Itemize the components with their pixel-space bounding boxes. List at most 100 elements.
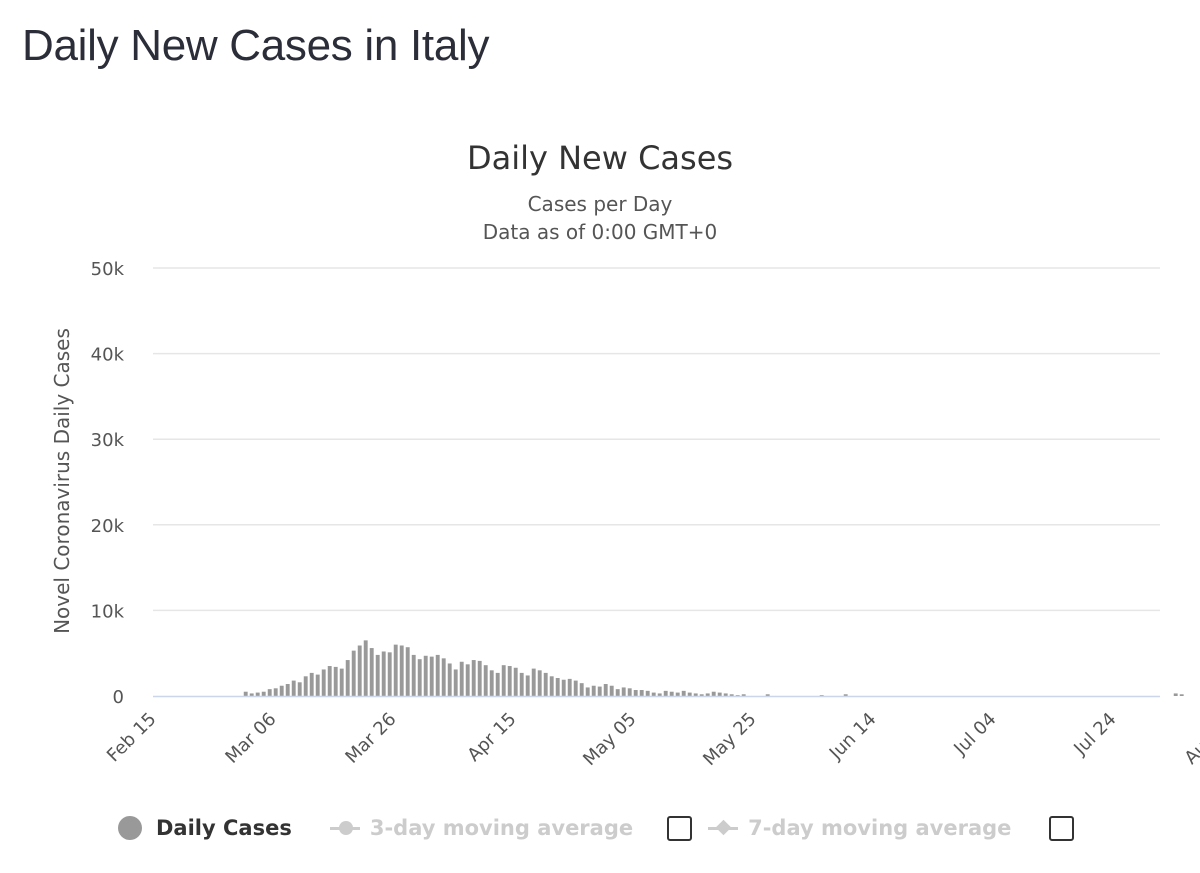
bars bbox=[243, 640, 1184, 697]
bar[interactable] bbox=[477, 660, 482, 696]
legend-item-3-day-average[interactable]: 3-day moving average bbox=[329, 816, 634, 840]
bar[interactable] bbox=[537, 670, 542, 696]
bar[interactable] bbox=[447, 663, 452, 696]
bar[interactable] bbox=[567, 678, 572, 696]
bar[interactable] bbox=[579, 683, 584, 696]
bar[interactable] bbox=[549, 676, 554, 696]
gridlines bbox=[153, 267, 1160, 612]
bar[interactable] bbox=[675, 692, 680, 696]
x-tick-label: Jul 04 bbox=[949, 709, 1000, 760]
bar[interactable] bbox=[357, 645, 362, 697]
bar[interactable] bbox=[699, 694, 704, 696]
bar[interactable] bbox=[339, 668, 344, 696]
bar[interactable] bbox=[735, 695, 740, 696]
bar[interactable] bbox=[249, 693, 254, 696]
bar[interactable] bbox=[687, 692, 692, 696]
bar[interactable] bbox=[369, 648, 374, 696]
bar[interactable] bbox=[441, 658, 446, 696]
bar[interactable] bbox=[351, 650, 356, 696]
bar[interactable] bbox=[303, 676, 308, 696]
bar[interactable] bbox=[435, 654, 440, 696]
bar[interactable] bbox=[669, 691, 674, 696]
bar[interactable] bbox=[507, 666, 512, 696]
bar[interactable] bbox=[543, 672, 548, 696]
legend-label-3-day-average: 3-day moving average bbox=[369, 816, 634, 840]
bar[interactable] bbox=[471, 660, 476, 696]
bar[interactable] bbox=[243, 691, 248, 696]
bar[interactable] bbox=[273, 688, 278, 696]
bar[interactable] bbox=[651, 692, 656, 696]
bar[interactable] bbox=[531, 668, 536, 696]
bar[interactable] bbox=[633, 690, 638, 696]
bar[interactable] bbox=[843, 694, 848, 696]
bar[interactable] bbox=[483, 665, 488, 696]
bar[interactable] bbox=[621, 687, 626, 696]
bar[interactable] bbox=[405, 647, 410, 696]
bar[interactable] bbox=[513, 667, 518, 696]
bar[interactable] bbox=[321, 669, 326, 696]
legend-item-7-day-average[interactable]: 7-day moving average bbox=[708, 816, 1011, 840]
bar[interactable] bbox=[261, 691, 266, 696]
bar[interactable] bbox=[387, 652, 392, 696]
bar[interactable] bbox=[381, 651, 386, 696]
bar[interactable] bbox=[501, 665, 506, 696]
bar[interactable] bbox=[465, 664, 470, 696]
bar[interactable] bbox=[555, 678, 560, 696]
bar[interactable] bbox=[399, 645, 404, 697]
bar[interactable] bbox=[1173, 693, 1178, 696]
bar[interactable] bbox=[363, 640, 368, 696]
bar[interactable] bbox=[345, 660, 350, 696]
bar[interactable] bbox=[519, 672, 524, 696]
bar[interactable] bbox=[315, 674, 320, 696]
bar[interactable] bbox=[615, 689, 620, 696]
bar[interactable] bbox=[723, 693, 728, 696]
bar[interactable] bbox=[561, 679, 566, 696]
bar[interactable] bbox=[309, 672, 314, 696]
bar[interactable] bbox=[489, 670, 494, 696]
bar[interactable] bbox=[741, 694, 746, 696]
bar[interactable] bbox=[639, 690, 644, 696]
bar[interactable] bbox=[663, 690, 668, 696]
bar[interactable] bbox=[603, 684, 608, 696]
legend-item-daily-cases[interactable]: Daily Cases bbox=[118, 816, 292, 840]
bar[interactable] bbox=[711, 691, 716, 696]
bar[interactable] bbox=[705, 693, 710, 696]
bar[interactable] bbox=[585, 687, 590, 696]
bar[interactable] bbox=[423, 655, 428, 696]
bar[interactable] bbox=[627, 688, 632, 696]
bar[interactable] bbox=[459, 661, 464, 696]
bar[interactable] bbox=[285, 684, 290, 696]
bar[interactable] bbox=[429, 656, 434, 696]
bar[interactable] bbox=[681, 690, 686, 696]
bar[interactable] bbox=[495, 672, 500, 696]
bar[interactable] bbox=[729, 694, 734, 696]
bar[interactable] bbox=[327, 666, 332, 696]
bar[interactable] bbox=[333, 666, 338, 696]
bar[interactable] bbox=[693, 693, 698, 696]
bar[interactable] bbox=[375, 654, 380, 696]
bar[interactable] bbox=[255, 692, 260, 696]
bar[interactable] bbox=[291, 680, 296, 696]
bar[interactable] bbox=[279, 685, 284, 696]
bar[interactable] bbox=[417, 659, 422, 696]
bar[interactable] bbox=[411, 654, 416, 696]
bar[interactable] bbox=[1179, 694, 1184, 696]
toggle-7-day-average-checkbox[interactable] bbox=[1049, 815, 1075, 841]
bar[interactable] bbox=[765, 694, 770, 696]
bar[interactable] bbox=[609, 685, 614, 696]
bar[interactable] bbox=[597, 686, 602, 696]
x-axis: Feb 15 Mar 06 Mar 26 Apr 15 May 05 May 25 Jun … bbox=[103, 695, 1200, 770]
bar[interactable] bbox=[267, 689, 272, 696]
toggle-3-day-average-checkbox[interactable] bbox=[667, 815, 693, 841]
bar[interactable] bbox=[453, 669, 458, 696]
bar[interactable] bbox=[657, 693, 662, 696]
bar[interactable] bbox=[645, 690, 650, 696]
bar[interactable] bbox=[297, 682, 302, 696]
bar[interactable] bbox=[525, 675, 530, 696]
x-tick-label: Jul 24 bbox=[1069, 709, 1120, 760]
bar[interactable] bbox=[393, 644, 398, 696]
bar[interactable] bbox=[717, 692, 722, 696]
bar[interactable] bbox=[819, 695, 824, 696]
bar[interactable] bbox=[591, 685, 596, 696]
bar[interactable] bbox=[573, 680, 578, 696]
